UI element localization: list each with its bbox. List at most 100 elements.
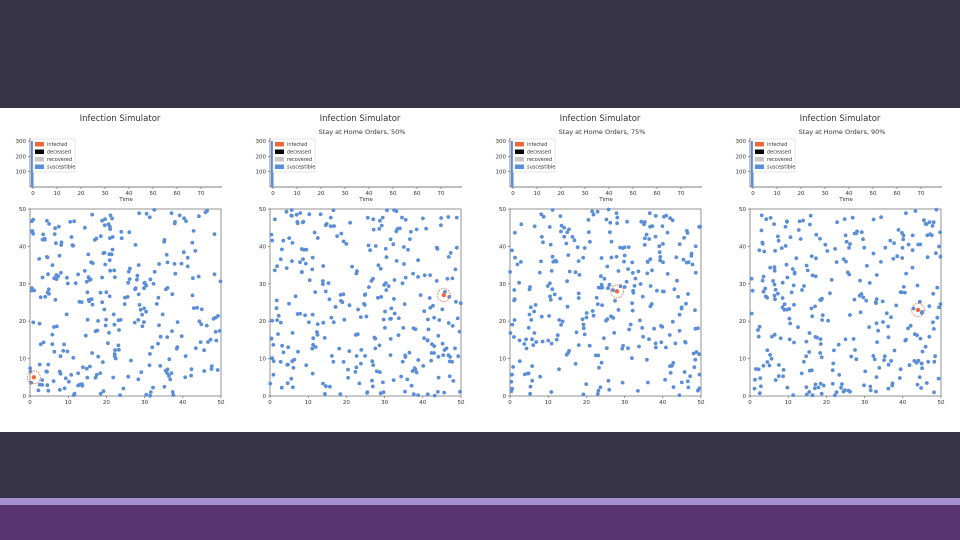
scatter-ytick-label: 50 (739, 207, 746, 213)
susceptible-point (780, 280, 785, 285)
susceptible-point (859, 292, 864, 296)
susceptible-point (607, 282, 612, 287)
susceptible-point (132, 320, 137, 325)
susceptible-point (781, 374, 785, 379)
susceptible-point (528, 384, 533, 389)
susceptible-point (791, 283, 796, 288)
susceptible-point (934, 207, 939, 212)
susceptible-point (455, 316, 460, 321)
scatter-ytick-label: 0 (503, 394, 507, 400)
timeseries-susceptible-area (31, 141, 34, 187)
susceptible-point (622, 285, 627, 289)
susceptible-point (917, 299, 922, 304)
susceptible-point (413, 327, 418, 332)
susceptible-point (761, 363, 766, 368)
susceptible-point (418, 293, 423, 297)
susceptible-point (782, 302, 787, 307)
susceptible-point (359, 361, 363, 366)
susceptible-point (515, 262, 520, 267)
susceptible-point (290, 241, 295, 245)
susceptible-point (643, 236, 647, 241)
legend-swatch-susceptible (275, 164, 284, 169)
susceptible-point (890, 383, 895, 388)
susceptible-point (788, 235, 793, 240)
timeseries-xtick-label: 40 (366, 191, 373, 197)
scatter-ytick-label: 20 (739, 319, 746, 325)
susceptible-point (330, 354, 334, 358)
scatter-ytick-label: 10 (499, 357, 506, 363)
susceptible-point (112, 322, 117, 327)
susceptible-point (422, 273, 427, 278)
susceptible-point (135, 273, 140, 278)
susceptible-point (53, 297, 58, 302)
susceptible-point (627, 327, 631, 332)
susceptible-point (818, 236, 822, 241)
susceptible-point (51, 379, 56, 383)
susceptible-point (339, 231, 344, 236)
susceptible-point (206, 340, 210, 344)
susceptible-point (908, 323, 913, 328)
susceptible-point (616, 308, 621, 312)
susceptible-point (810, 393, 815, 398)
infected-point (915, 307, 921, 313)
susceptible-point (931, 320, 935, 325)
susceptible-point (158, 364, 163, 368)
susceptible-point (40, 383, 45, 387)
susceptible-point (69, 373, 74, 377)
susceptible-point (690, 262, 695, 267)
susceptible-point (792, 271, 797, 276)
susceptible-point (582, 332, 587, 337)
susceptible-point (346, 375, 350, 380)
susceptible-point (139, 370, 144, 375)
susceptible-point (112, 354, 117, 358)
susceptible-point (636, 269, 641, 274)
susceptible-point (175, 320, 180, 324)
susceptible-point (136, 292, 141, 297)
susceptible-point (414, 370, 419, 375)
susceptible-point (290, 213, 294, 218)
susceptible-point (760, 278, 765, 283)
susceptible-point (848, 242, 852, 246)
susceptible-point (757, 248, 762, 253)
susceptible-point (606, 207, 611, 212)
susceptible-point (170, 390, 175, 394)
susceptible-point (315, 322, 320, 326)
susceptible-point (401, 245, 406, 249)
susceptible-point (658, 255, 663, 259)
susceptible-point (332, 224, 336, 228)
susceptible-point (863, 369, 868, 374)
scatter-ytick-label: 30 (499, 282, 506, 288)
susceptible-point (557, 318, 562, 322)
legend-swatch-infected (275, 142, 284, 147)
susceptible-point (871, 217, 876, 222)
susceptible-point (564, 241, 569, 246)
susceptible-point (157, 323, 161, 328)
susceptible-point (432, 315, 436, 320)
susceptible-point (547, 225, 552, 229)
susceptible-point (446, 353, 451, 358)
susceptible-point (820, 318, 824, 322)
susceptible-point (193, 248, 198, 253)
susceptible-point (837, 373, 842, 377)
susceptible-point (596, 285, 601, 290)
susceptible-point (920, 349, 925, 354)
susceptible-point (388, 337, 393, 341)
susceptible-point (152, 208, 157, 212)
susceptible-point (169, 211, 174, 216)
susceptible-point (383, 325, 387, 330)
timeseries-xtick-label: 0 (751, 191, 755, 197)
susceptible-point (588, 239, 592, 244)
susceptible-point (278, 257, 283, 262)
susceptible-point (425, 338, 430, 343)
susceptible-point (392, 208, 396, 212)
susceptible-point (765, 360, 770, 364)
susceptible-point (371, 363, 376, 367)
susceptible-point (209, 367, 214, 371)
susceptible-point (576, 259, 581, 263)
susceptible-point (83, 225, 87, 230)
susceptible-point (934, 251, 938, 256)
susceptible-point (698, 224, 702, 229)
susceptible-point (587, 343, 592, 348)
susceptible-point (142, 306, 147, 311)
susceptible-point (366, 243, 371, 248)
